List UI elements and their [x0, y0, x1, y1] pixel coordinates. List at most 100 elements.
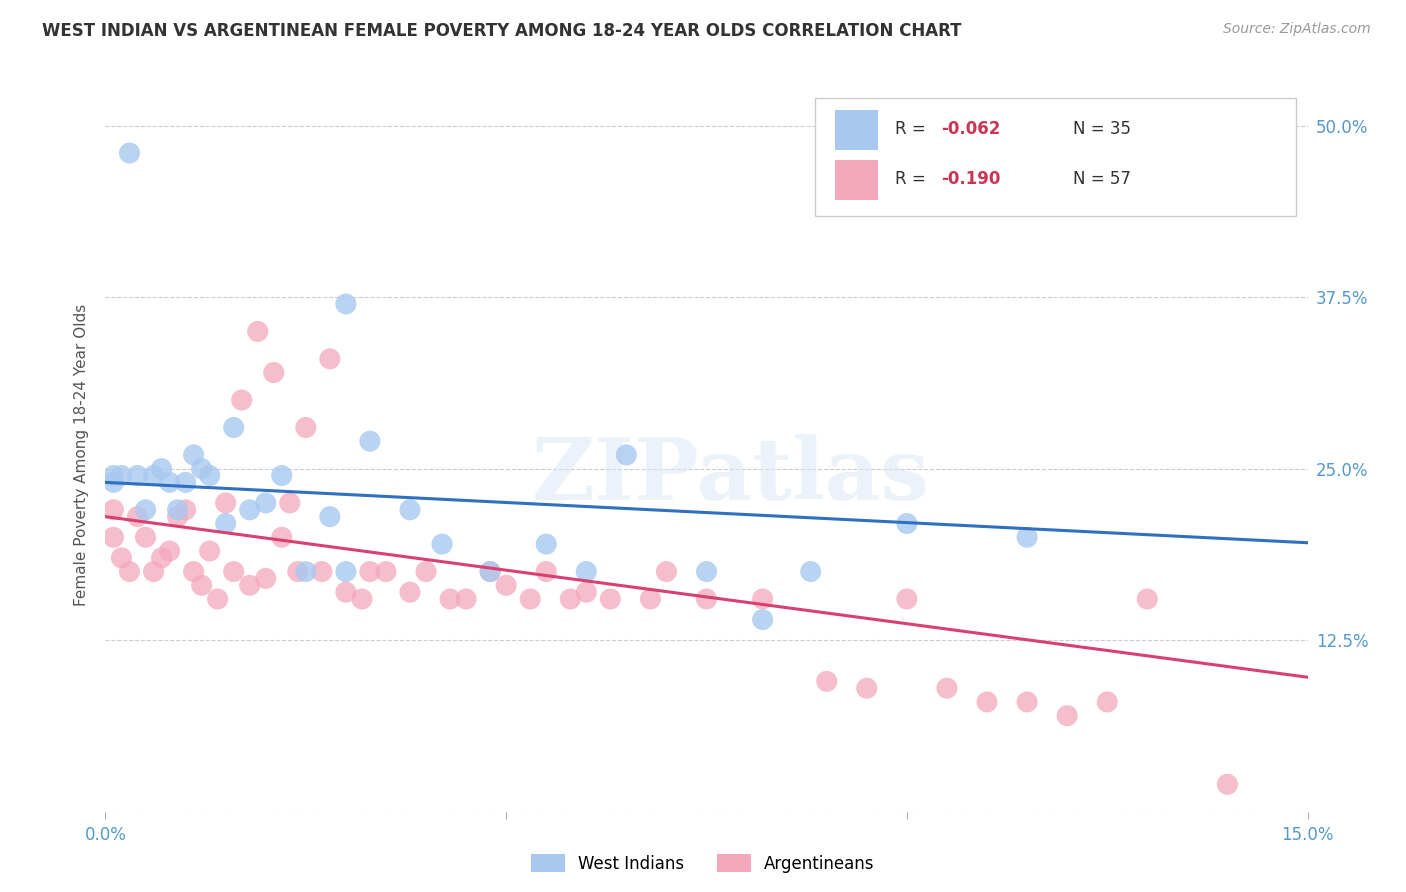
Point: [263, 366, 285, 380]
Text: Source: ZipAtlas.com: Source: ZipAtlas.com: [1223, 22, 1371, 37]
Point: [183, 448, 205, 462]
Point: [479, 565, 502, 579]
Point: [655, 565, 678, 579]
Text: -0.062: -0.062: [941, 120, 1000, 137]
Point: [222, 420, 245, 434]
Point: [118, 565, 141, 579]
Point: [359, 565, 381, 579]
Text: N = 57: N = 57: [1073, 169, 1130, 187]
Point: [278, 496, 301, 510]
Point: [239, 503, 262, 517]
Point: [207, 592, 229, 607]
Point: [311, 565, 333, 579]
Point: [254, 571, 277, 585]
Point: [198, 468, 221, 483]
Point: [751, 613, 773, 627]
Point: [103, 530, 125, 544]
Point: [855, 681, 877, 696]
Point: [135, 503, 157, 517]
Point: [1017, 530, 1039, 544]
Y-axis label: Female Poverty Among 18-24 Year Olds: Female Poverty Among 18-24 Year Olds: [75, 304, 90, 606]
Point: [439, 592, 461, 607]
Text: R =: R =: [896, 169, 931, 187]
Point: [1136, 592, 1159, 607]
Point: [534, 537, 557, 551]
Point: [295, 420, 318, 434]
Point: [231, 392, 253, 407]
Point: [335, 585, 357, 599]
Point: [399, 585, 422, 599]
Point: [159, 544, 181, 558]
Point: [103, 475, 125, 490]
Point: [1097, 695, 1119, 709]
Point: [135, 530, 157, 544]
Point: [319, 351, 342, 366]
Text: N = 35: N = 35: [1073, 120, 1132, 137]
Point: [976, 695, 998, 709]
Point: [800, 565, 823, 579]
Point: [150, 550, 173, 565]
FancyBboxPatch shape: [835, 161, 879, 200]
Text: ZIPatlas: ZIPatlas: [531, 434, 929, 518]
Point: [166, 509, 188, 524]
Point: [214, 516, 236, 531]
Point: [815, 674, 838, 689]
Point: [166, 503, 188, 517]
Point: [118, 146, 141, 161]
Point: [110, 550, 132, 565]
Point: [319, 509, 342, 524]
Point: [560, 592, 582, 607]
Point: [495, 578, 517, 592]
Point: [616, 448, 638, 462]
Point: [127, 468, 149, 483]
Point: [751, 592, 773, 607]
Point: [1017, 695, 1039, 709]
Point: [287, 565, 309, 579]
Point: [415, 565, 437, 579]
Point: [239, 578, 262, 592]
Point: [190, 461, 212, 475]
Point: [190, 578, 212, 592]
Point: [519, 592, 541, 607]
Point: [270, 530, 292, 544]
Point: [335, 565, 357, 579]
Point: [350, 592, 373, 607]
Point: [896, 516, 918, 531]
Point: [1056, 708, 1078, 723]
Point: [222, 565, 245, 579]
Point: [479, 565, 502, 579]
Point: [575, 585, 598, 599]
Point: [359, 434, 381, 449]
Point: [174, 503, 197, 517]
Point: [430, 537, 453, 551]
Point: [150, 461, 173, 475]
Point: [454, 592, 477, 607]
Point: [936, 681, 959, 696]
Text: WEST INDIAN VS ARGENTINEAN FEMALE POVERTY AMONG 18-24 YEAR OLDS CORRELATION CHAR: WEST INDIAN VS ARGENTINEAN FEMALE POVERT…: [42, 22, 962, 40]
Point: [174, 475, 197, 490]
Point: [399, 503, 422, 517]
Point: [696, 565, 718, 579]
Point: [696, 592, 718, 607]
Point: [1216, 777, 1239, 791]
Point: [159, 475, 181, 490]
Legend: West Indians, Argentineans: West Indians, Argentineans: [524, 847, 882, 880]
Point: [295, 565, 318, 579]
Point: [127, 509, 149, 524]
Point: [103, 468, 125, 483]
Point: [335, 297, 357, 311]
Point: [575, 565, 598, 579]
Point: [142, 565, 165, 579]
Point: [103, 503, 125, 517]
Point: [640, 592, 662, 607]
Point: [110, 468, 132, 483]
Point: [599, 592, 621, 607]
Point: [896, 592, 918, 607]
Point: [183, 565, 205, 579]
Point: [142, 468, 165, 483]
FancyBboxPatch shape: [835, 111, 879, 150]
FancyBboxPatch shape: [814, 98, 1295, 216]
Text: -0.190: -0.190: [941, 169, 1000, 187]
Point: [374, 565, 398, 579]
Point: [214, 496, 236, 510]
